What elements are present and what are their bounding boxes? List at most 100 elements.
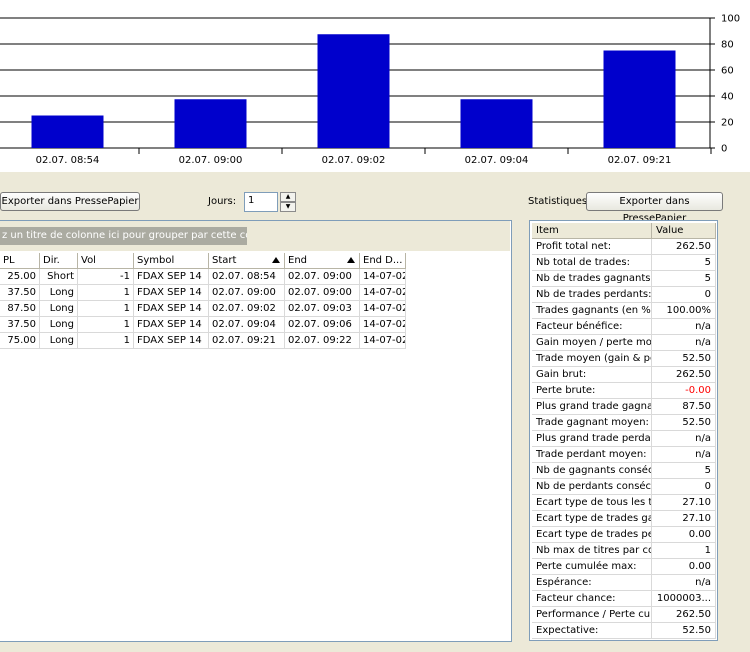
bar bbox=[174, 99, 247, 148]
chart-canvas: 0 20 40 60 80 100 02.07. 08:54 02.07. 09:00 02.0… bbox=[0, 14, 740, 166]
stats-value: 0.00 bbox=[652, 527, 716, 543]
stats-row[interactable]: Facteur bénéfice: n/a bbox=[532, 319, 716, 335]
statistics-grid: Item Value Profit total net: 262.50 Nb tot… bbox=[529, 220, 718, 641]
stats-value: 5 bbox=[652, 271, 716, 287]
cell-end-date: 14-07-02 bbox=[360, 317, 406, 333]
group-by-area[interactable]: z un titre de colonne ici pour grouper p… bbox=[0, 221, 510, 251]
cell-vol: 1 bbox=[78, 301, 134, 317]
stats-row[interactable]: Ecart type de tous les tr...27.10 bbox=[532, 495, 716, 511]
stats-row[interactable]: Nb max de titres par co... 1 bbox=[532, 543, 716, 559]
stats-item: Trade moyen (gain & pe... bbox=[532, 351, 652, 367]
cell-end: 02.07. 09:06 bbox=[285, 317, 360, 333]
table-row[interactable]: 25.00 Short -1 FDAX SEP 14 02.07. 08:54 02.07… bbox=[0, 269, 406, 285]
jours-spin-up-icon[interactable]: ▲ bbox=[280, 192, 296, 202]
stats-item: Nb de trades gagnants: bbox=[532, 271, 652, 287]
cell-dir: Long bbox=[40, 301, 78, 317]
cell-symbol: FDAX SEP 14 bbox=[134, 333, 209, 349]
stats-value: 27.10 bbox=[652, 511, 716, 527]
stats-value: 52.50 bbox=[652, 351, 716, 367]
stats-item: Nb de trades perdants: bbox=[532, 287, 652, 303]
stats-item: Nb de gagnants conséc... bbox=[532, 463, 652, 479]
cell-start: 02.07. 09:00 bbox=[209, 285, 285, 301]
jours-spin-down-icon[interactable]: ▼ bbox=[280, 202, 296, 212]
stats-row[interactable]: Nb de gagnants conséc... 5 bbox=[532, 463, 716, 479]
x-tick-label: 02.07. 09:04 bbox=[465, 155, 529, 166]
cell-pl: 25.00 bbox=[0, 269, 40, 285]
trades-grid: z un titre de colonne ici pour grouper p… bbox=[0, 220, 512, 642]
stats-row[interactable]: Nb de trades perdants: 0 bbox=[532, 287, 716, 303]
y-tick-label: 100 bbox=[721, 14, 740, 25]
cell-dir: Long bbox=[40, 317, 78, 333]
export-clipboard-button[interactable]: Exporter dans PressePapier bbox=[0, 192, 140, 211]
stats-row[interactable]: Nb de perdants conséc... 0 bbox=[532, 479, 716, 495]
jours-input[interactable]: 1 bbox=[244, 192, 278, 212]
stats-item: Nb max de titres par co... bbox=[532, 543, 652, 559]
cell-symbol: FDAX SEP 14 bbox=[134, 285, 209, 301]
stats-value: 262.50 bbox=[652, 607, 716, 623]
stats-row[interactable]: Profit total net: 262.50 bbox=[532, 239, 716, 255]
column-header-pl[interactable]: PL bbox=[0, 253, 40, 269]
bar bbox=[317, 34, 390, 148]
y-tick-label: 0 bbox=[721, 144, 727, 155]
trade-profit-bar-chart: 0 20 40 60 80 100 02.07. 08:54 02.07. 09:00 02.0… bbox=[0, 0, 750, 172]
table-row[interactable]: 75.00 Long 1 FDAX SEP 14 02.07. 09:21 02.07. … bbox=[0, 333, 406, 349]
stats-value: n/a bbox=[652, 431, 716, 447]
stats-item: Gain moyen / perte moy... bbox=[532, 335, 652, 351]
y-tick-label: 60 bbox=[721, 66, 734, 77]
column-header-dir[interactable]: Dir. bbox=[40, 253, 78, 269]
cell-vol: 1 bbox=[78, 333, 134, 349]
stats-row[interactable]: Ecart type de trades per...0.00 bbox=[532, 527, 716, 543]
stats-row[interactable]: Trade moyen (gain & pe...52.50 bbox=[532, 351, 716, 367]
stats-row[interactable]: Expectative: 52.50 bbox=[532, 623, 716, 639]
stats-row[interactable]: Trade perdant moyen: n/a bbox=[532, 447, 716, 463]
stats-item: Performance / Perte cu... bbox=[532, 607, 652, 623]
stats-row[interactable]: Trades gagnants (en %): 100.00% bbox=[532, 303, 716, 319]
stats-item: Perte cumulée max: bbox=[532, 559, 652, 575]
stats-row[interactable]: Espérance: n/a bbox=[532, 575, 716, 591]
stats-row[interactable]: Gain brut: 262.50 bbox=[532, 367, 716, 383]
cell-start: 02.07. 09:21 bbox=[209, 333, 285, 349]
stats-item: Facteur chance: bbox=[532, 591, 652, 607]
column-header-vol[interactable]: Vol bbox=[78, 253, 134, 269]
table-row[interactable]: 87.50 Long 1 FDAX SEP 14 02.07. 09:02 02.07. … bbox=[0, 301, 406, 317]
stats-row[interactable]: Trade gagnant moyen: 52.50 bbox=[532, 415, 716, 431]
stats-row[interactable]: Gain moyen / perte moy...n/a bbox=[532, 335, 716, 351]
stats-value: 262.50 bbox=[652, 239, 716, 255]
stats-side-panel bbox=[718, 220, 748, 641]
table-row[interactable]: 37.50 Long 1 FDAX SEP 14 02.07. 09:00 02.07. … bbox=[0, 285, 406, 301]
stats-value: -0.00 bbox=[652, 383, 716, 399]
stats-export-clipboard-button[interactable]: Exporter dans PressePapier bbox=[586, 192, 723, 224]
column-header-symbol[interactable]: Symbol bbox=[134, 253, 209, 269]
cell-dir: Long bbox=[40, 333, 78, 349]
stats-row[interactable]: Facteur chance: 1000003... bbox=[532, 591, 716, 607]
table-row[interactable]: 37.50 Long 1 FDAX SEP 14 02.07. 09:04 02.07. … bbox=[0, 317, 406, 333]
column-header-start[interactable]: Start bbox=[209, 253, 285, 269]
stats-item: Ecart type de trades per... bbox=[532, 527, 652, 543]
stats-row[interactable]: Performance / Perte cu... 262.50 bbox=[532, 607, 716, 623]
cell-end-date: 14-07-02 bbox=[360, 301, 406, 317]
group-by-hint: z un titre de colonne ici pour grouper p… bbox=[0, 227, 247, 245]
x-tick-label: 02.07. 09:21 bbox=[608, 155, 672, 166]
stats-value: 0.00 bbox=[652, 559, 716, 575]
column-header-end-date[interactable]: End D... bbox=[360, 253, 406, 269]
bar bbox=[31, 115, 104, 148]
stats-item: Trades gagnants (en %): bbox=[532, 303, 652, 319]
cell-pl: 37.50 bbox=[0, 285, 40, 301]
stats-header-item[interactable]: Item bbox=[532, 223, 652, 239]
stats-row[interactable]: Plus grand trade gagnant:87.50 bbox=[532, 399, 716, 415]
stats-row[interactable]: Nb total de trades: 5 bbox=[532, 255, 716, 271]
sort-asc-icon bbox=[347, 257, 355, 263]
stats-row[interactable]: Nb de trades gagnants: 5 bbox=[532, 271, 716, 287]
stats-row[interactable]: Plus grand trade perdant: n/a bbox=[532, 431, 716, 447]
cell-dir: Long bbox=[40, 285, 78, 301]
stats-value: 87.50 bbox=[652, 399, 716, 415]
cell-symbol: FDAX SEP 14 bbox=[134, 269, 209, 285]
stats-header-value[interactable]: Value bbox=[652, 223, 716, 239]
stats-row[interactable]: Ecart type de trades ga... 27.10 bbox=[532, 511, 716, 527]
stats-label: Statistiques: bbox=[528, 196, 591, 207]
stats-row[interactable]: Perte brute: -0.00 bbox=[532, 383, 716, 399]
column-header-end[interactable]: End bbox=[285, 253, 360, 269]
stats-value: 27.10 bbox=[652, 495, 716, 511]
stats-row[interactable]: Perte cumulée max: 0.00 bbox=[532, 559, 716, 575]
x-tick-label: 02.07. 09:00 bbox=[179, 155, 243, 166]
